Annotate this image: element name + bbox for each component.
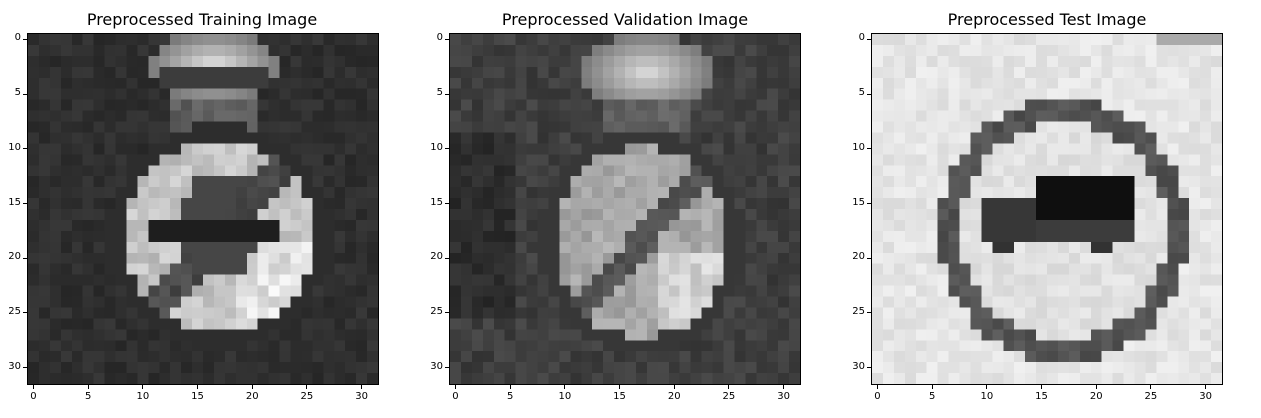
x-tick <box>876 385 878 389</box>
y-tick <box>23 203 27 205</box>
y-tick-label: 25 <box>430 305 443 317</box>
y-tick-label: 25 <box>852 305 865 317</box>
y-tick <box>445 38 449 40</box>
y-tick <box>23 367 27 369</box>
x-tick-label: 15 <box>1035 391 1048 402</box>
x-tick-label: 5 <box>506 391 514 402</box>
validation-image-canvas <box>450 34 800 384</box>
x-tick <box>1150 385 1152 389</box>
y-tick <box>867 312 871 314</box>
x-tick-label: 25 <box>300 391 314 402</box>
y-tick-label: 0 <box>858 32 865 44</box>
y-tick <box>23 148 27 150</box>
x-tick <box>564 385 566 389</box>
x-tick <box>197 385 199 389</box>
y-tick <box>867 203 871 205</box>
x-tick-label: 30 <box>777 391 790 402</box>
panel-title-training: Preprocessed Training Image <box>86 10 318 29</box>
x-tick <box>619 385 621 389</box>
y-tick <box>867 148 871 150</box>
y-tick-label: 15 <box>430 196 443 208</box>
x-tick-label: 15 <box>191 391 204 402</box>
x-tick <box>1095 385 1097 389</box>
y-tick <box>445 257 449 259</box>
test-image-canvas <box>872 34 1222 384</box>
y-tick <box>445 312 449 314</box>
x-tick <box>783 385 785 389</box>
y-tick-label: 20 <box>8 251 21 263</box>
y-tick <box>867 367 871 369</box>
training-image-canvas <box>28 34 378 384</box>
x-tick-label: 10 <box>558 391 572 402</box>
y-tick <box>445 148 449 150</box>
x-tick <box>251 385 253 389</box>
x-tick-label: 15 <box>613 391 626 402</box>
x-tick-label: 5 <box>928 391 936 402</box>
y-tick-label: 15 <box>8 196 21 208</box>
x-tick <box>87 385 89 389</box>
x-tick <box>931 385 933 389</box>
test-image <box>871 33 1223 385</box>
y-tick-label: 15 <box>852 196 865 208</box>
x-tick-label: 30 <box>355 391 368 402</box>
y-tick <box>867 257 871 259</box>
y-tick <box>445 93 449 95</box>
panel-title-test: Preprocessed Test Image <box>947 10 1147 29</box>
y-tick-label: 10 <box>8 141 21 153</box>
x-tick <box>986 385 988 389</box>
y-tick <box>445 203 449 205</box>
y-tick-label: 30 <box>430 360 443 372</box>
y-tick <box>445 367 449 369</box>
y-tick-label: 5 <box>858 87 865 99</box>
x-tick <box>142 385 144 389</box>
x-tick-label: 5 <box>84 391 92 402</box>
x-tick <box>509 385 511 389</box>
panel-training: Preprocessed Training Image 0 5 10 15 20 25 30… <box>0 0 400 418</box>
y-tick-label: 10 <box>852 141 865 153</box>
validation-image <box>449 33 801 385</box>
x-tick <box>1041 385 1043 389</box>
x-tick-label: 20 <box>1089 391 1103 402</box>
x-tick-label: 25 <box>722 391 736 402</box>
y-tick-label: 25 <box>8 305 21 317</box>
x-tick <box>728 385 730 389</box>
x-tick <box>454 385 456 389</box>
y-tick-label: 5 <box>436 87 443 99</box>
x-tick-label: 0 <box>452 391 459 402</box>
y-tick-label: 0 <box>14 32 21 44</box>
x-tick <box>32 385 34 389</box>
y-tick-label: 20 <box>852 251 865 263</box>
panel-title-validation: Preprocessed Validation Image <box>501 10 749 29</box>
x-tick-label: 0 <box>874 391 881 402</box>
y-tick-label: 0 <box>436 32 443 44</box>
panel-test: Preprocessed Test Image 0 5 10 15 20 25 30 0 5 10… <box>843 0 1243 418</box>
x-tick-label: 30 <box>1199 391 1212 402</box>
x-tick-label: 0 <box>30 391 37 402</box>
x-tick-label: 10 <box>980 391 994 402</box>
x-tick <box>306 385 308 389</box>
x-tick-label: 25 <box>1144 391 1158 402</box>
training-image <box>27 33 379 385</box>
y-tick-label: 5 <box>14 87 21 99</box>
y-tick-label: 20 <box>430 251 443 263</box>
x-tick <box>1205 385 1207 389</box>
panel-validation: Preprocessed Validation Image 0 5 10 15 20 25… <box>420 0 820 418</box>
x-tick-label: 20 <box>667 391 681 402</box>
y-tick <box>23 93 27 95</box>
y-tick-label: 30 <box>852 360 865 372</box>
y-tick <box>867 38 871 40</box>
y-tick <box>23 257 27 259</box>
x-tick-label: 20 <box>245 391 259 402</box>
y-tick <box>23 312 27 314</box>
x-tick <box>673 385 675 389</box>
y-tick <box>23 38 27 40</box>
y-tick <box>867 93 871 95</box>
y-tick-label: 10 <box>430 141 443 153</box>
y-tick-label: 30 <box>8 360 21 372</box>
x-tick-label: 10 <box>136 391 150 402</box>
x-tick <box>361 385 363 389</box>
